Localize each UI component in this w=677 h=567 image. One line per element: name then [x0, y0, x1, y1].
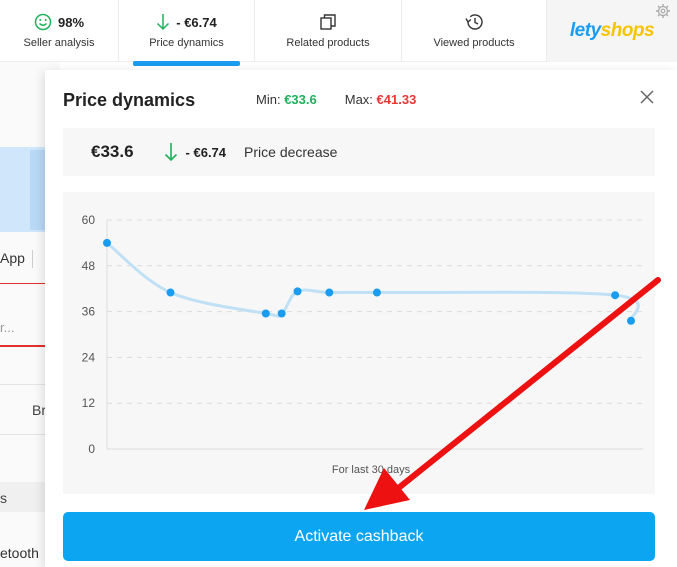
- price-line: [106, 241, 640, 322]
- price-dynamics-panel: Price dynamics Min: €33.6 Max: €41.33 €3…: [45, 70, 677, 567]
- price-chart-svg: 0 12 24 36 48 60 For last 30 days: [82, 213, 643, 476]
- arrow-down-icon: [164, 143, 177, 162]
- price-delta-description: Price decrease: [244, 144, 338, 160]
- data-point: [277, 309, 286, 318]
- close-icon[interactable]: [639, 89, 655, 105]
- y-tick-label: 60: [82, 213, 96, 227]
- background-br-text: Br: [32, 402, 46, 418]
- price-dynamics-label: Price dynamics: [149, 37, 224, 49]
- y-tick-label: 24: [82, 350, 96, 364]
- arrow-down-icon: [157, 14, 170, 31]
- y-tick-label: 48: [82, 259, 96, 273]
- y-tick-label: 36: [82, 305, 96, 319]
- background-divider: [0, 384, 45, 385]
- max-price-value: €41.33: [376, 92, 417, 107]
- data-point: [103, 238, 111, 247]
- history-icon: [465, 14, 483, 30]
- activate-cashback-button[interactable]: Activate cashback: [63, 512, 655, 561]
- current-price: €33.6: [91, 142, 134, 161]
- background-search-text: r...: [0, 320, 15, 335]
- tab-price-dynamics[interactable]: - €6.74 Price dynamics: [119, 0, 255, 66]
- price-chart: 0 12 24 36 48 60 For last 30 days: [63, 192, 655, 494]
- letyshops-logo: letyshops: [569, 20, 655, 41]
- letyshops-logo-area[interactable]: letyshops: [547, 0, 677, 62]
- price-summary: €33.6 - €6.74 Price decrease: [63, 128, 655, 176]
- background-search-box[interactable]: [0, 283, 45, 347]
- y-tick-label: 12: [82, 396, 96, 410]
- smile-icon: [34, 13, 52, 31]
- viewed-products-label: Viewed products: [433, 37, 515, 49]
- related-products-label: Related products: [286, 37, 370, 49]
- x-axis-label: For last 30 days: [332, 464, 411, 476]
- active-tab-indicator: [133, 61, 240, 66]
- price-delta-value: - €6.74: [185, 144, 227, 160]
- background-banner-shade: [30, 150, 45, 230]
- gear-icon[interactable]: [655, 3, 671, 19]
- extension-toolbar: 98% Seller analysis - €6.74 Price dynami…: [0, 0, 677, 66]
- background-s-text: s: [0, 490, 7, 506]
- min-price: Min: €33.6: [256, 92, 317, 107]
- data-point: [293, 287, 302, 296]
- price-delta: - €6.74: [164, 142, 226, 162]
- tab-viewed-products[interactable]: Viewed products: [402, 0, 547, 62]
- background-separator: [32, 250, 33, 268]
- copy-icon: [320, 14, 336, 30]
- background-gray-bar: [0, 482, 45, 512]
- data-point: [261, 309, 270, 318]
- data-point: [372, 288, 381, 297]
- price-change-value: - €6.74: [176, 14, 217, 30]
- data-point: [627, 316, 635, 325]
- background-divider: [0, 434, 45, 435]
- panel-title: Price dynamics: [63, 90, 196, 110]
- y-tick-label: 0: [88, 442, 95, 456]
- max-price: Max: €41.33: [344, 92, 417, 107]
- seller-analysis-label: Seller analysis: [23, 37, 95, 49]
- min-price-value: €33.6: [284, 92, 317, 107]
- seller-rating-value: 98%: [57, 14, 85, 30]
- background-bluetooth-text: etooth: [0, 545, 39, 561]
- background-app-link[interactable]: App: [0, 250, 25, 266]
- data-point: [611, 291, 620, 300]
- min-max-summary: Min: €33.6 Max: €41.33: [256, 92, 416, 107]
- tab-related-products[interactable]: Related products: [255, 0, 402, 62]
- tab-seller-analysis[interactable]: 98% Seller analysis: [0, 0, 119, 62]
- data-point: [166, 288, 175, 297]
- data-point: [325, 288, 334, 297]
